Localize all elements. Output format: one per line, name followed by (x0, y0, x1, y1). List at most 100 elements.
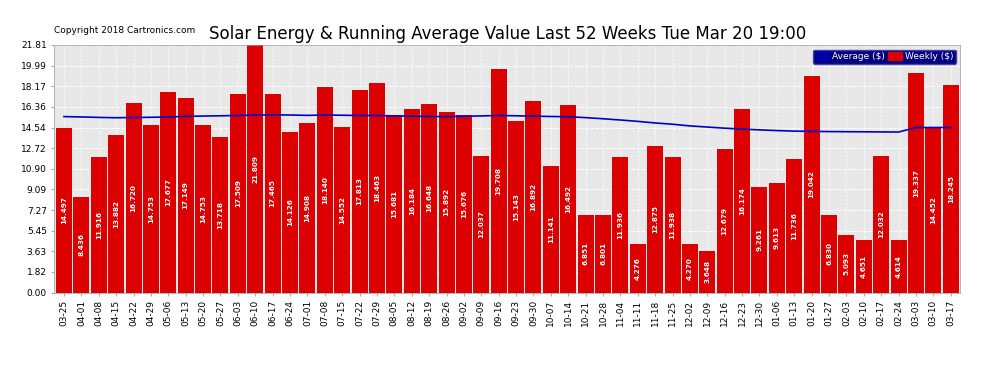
Bar (630, 244, 645, 292)
Text: 14.497: 14.497 (61, 196, 67, 224)
Text: 14.753: 14.753 (148, 195, 154, 223)
Text: 4.651: 4.651 (860, 255, 867, 278)
Text: 18.140: 18.140 (322, 176, 328, 204)
Text: 18.463: 18.463 (374, 174, 380, 202)
Bar (282, 132, 298, 292)
Text: 11.938: 11.938 (669, 211, 675, 239)
Bar (942, 86, 958, 292)
Text: 4.270: 4.270 (687, 257, 693, 280)
Text: 6.801: 6.801 (600, 242, 606, 266)
Bar (891, 240, 907, 292)
Text: 16.648: 16.648 (426, 184, 432, 212)
Text: 11.736: 11.736 (791, 212, 797, 240)
Bar (473, 156, 489, 292)
Bar (143, 125, 159, 292)
Bar (91, 157, 107, 292)
Text: 14.753: 14.753 (200, 195, 206, 223)
Text: 14.126: 14.126 (287, 198, 293, 226)
Text: Copyright 2018 Cartronics.com: Copyright 2018 Cartronics.com (54, 26, 196, 35)
Bar (873, 156, 889, 292)
Bar (664, 157, 680, 292)
Text: 12.037: 12.037 (478, 210, 484, 238)
Text: 21.809: 21.809 (252, 155, 258, 183)
Text: 4.276: 4.276 (635, 257, 641, 280)
Text: 18.245: 18.245 (947, 175, 953, 203)
Bar (386, 114, 402, 292)
Bar (577, 215, 594, 292)
Text: 19.708: 19.708 (496, 166, 502, 195)
Text: 11.916: 11.916 (96, 211, 102, 239)
Text: 14.452: 14.452 (931, 196, 937, 224)
Bar (195, 125, 211, 292)
Bar (543, 166, 558, 292)
Text: 17.149: 17.149 (183, 181, 189, 209)
Bar (804, 76, 820, 292)
Text: 11.141: 11.141 (547, 215, 553, 243)
Bar (769, 183, 785, 292)
Text: 5.093: 5.093 (843, 252, 849, 275)
Text: 16.892: 16.892 (531, 183, 537, 211)
Bar (439, 112, 454, 292)
Text: 17.677: 17.677 (165, 178, 171, 206)
Bar (404, 109, 420, 292)
Bar (335, 128, 350, 292)
Bar (317, 87, 333, 292)
Bar (178, 98, 194, 292)
Text: 12.875: 12.875 (652, 206, 658, 234)
Bar (786, 159, 802, 292)
Bar (735, 109, 750, 292)
Bar (456, 115, 472, 292)
Bar (717, 148, 733, 292)
Text: 9.261: 9.261 (756, 228, 762, 252)
Bar (421, 104, 438, 292)
Text: 15.681: 15.681 (391, 189, 397, 217)
Text: 9.613: 9.613 (774, 226, 780, 249)
Bar (647, 146, 663, 292)
Bar (839, 235, 854, 292)
Text: 16.174: 16.174 (740, 187, 745, 214)
Text: 8.436: 8.436 (78, 233, 84, 256)
Text: 12.679: 12.679 (722, 207, 728, 234)
Text: 16.184: 16.184 (409, 187, 415, 214)
Bar (491, 69, 507, 292)
Bar (682, 244, 698, 292)
Text: 6.830: 6.830 (826, 242, 832, 265)
Text: 12.032: 12.032 (878, 210, 884, 238)
Bar (526, 101, 542, 292)
Bar (699, 251, 716, 292)
Bar (248, 45, 263, 292)
Text: 15.676: 15.676 (461, 189, 467, 217)
Bar (508, 121, 524, 292)
Text: 19.337: 19.337 (913, 169, 919, 197)
Bar (613, 157, 629, 292)
Bar (160, 92, 176, 292)
Bar (264, 94, 280, 292)
Bar (73, 197, 89, 292)
Text: 4.614: 4.614 (896, 255, 902, 278)
Text: 6.851: 6.851 (583, 242, 589, 265)
Text: 11.936: 11.936 (618, 211, 624, 239)
Bar (299, 123, 316, 292)
Bar (560, 105, 576, 292)
Text: 17.813: 17.813 (356, 177, 362, 206)
Bar (369, 83, 385, 292)
Bar (908, 73, 924, 292)
Bar (855, 240, 872, 292)
Bar (926, 129, 941, 292)
Title: Solar Energy & Running Average Value Last 52 Weeks Tue Mar 20 19:00: Solar Energy & Running Average Value Las… (209, 26, 806, 44)
Bar (213, 137, 229, 292)
Text: 15.892: 15.892 (444, 188, 449, 216)
Text: 13.718: 13.718 (218, 201, 224, 229)
Text: 16.720: 16.720 (131, 184, 137, 211)
Legend: Average ($), Weekly ($): Average ($), Weekly ($) (813, 50, 955, 64)
Bar (56, 128, 72, 292)
Text: 3.648: 3.648 (704, 260, 710, 283)
Bar (821, 215, 837, 292)
Text: 13.882: 13.882 (113, 200, 119, 228)
Text: 17.509: 17.509 (235, 179, 241, 207)
Bar (108, 135, 124, 292)
Bar (595, 215, 611, 292)
Text: 14.552: 14.552 (340, 196, 346, 224)
Text: 17.465: 17.465 (269, 179, 275, 207)
Text: 19.042: 19.042 (809, 171, 815, 198)
